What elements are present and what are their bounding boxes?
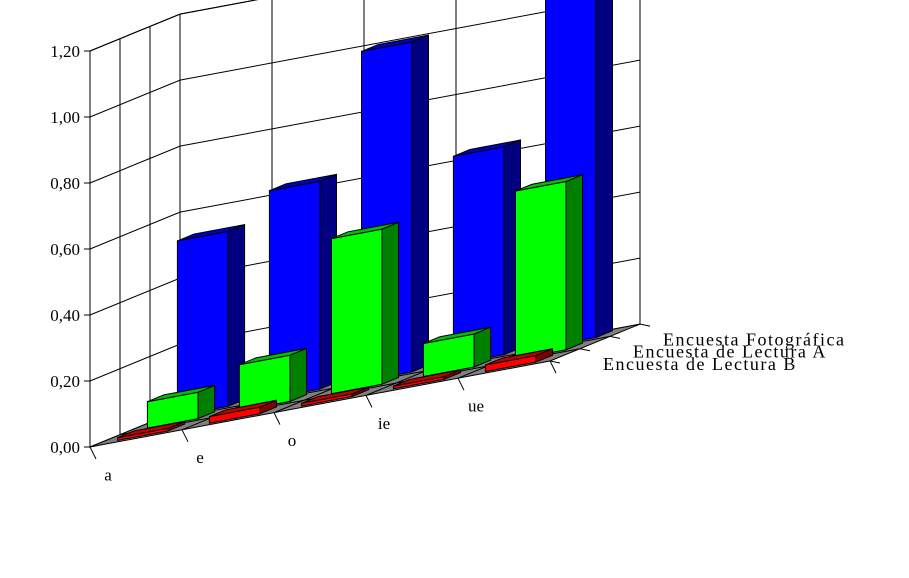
z-tick-mark	[549, 360, 561, 364]
bar	[268, 173, 337, 400]
x-tick-mark	[181, 429, 189, 443]
bar	[146, 384, 216, 429]
bar-top	[361, 34, 429, 52]
bar	[515, 173, 583, 360]
bar-top	[209, 399, 277, 418]
y-tick-label: 0,60	[50, 240, 80, 259]
series-label: Encuesta de Lectura B	[603, 354, 797, 374]
series-label: Encuesta Fotográfica	[663, 329, 845, 349]
bar-top	[117, 421, 185, 439]
z-tick-mark	[579, 348, 591, 352]
y-tick-label: 0,40	[50, 306, 80, 325]
bar	[301, 386, 369, 407]
category-label: ie	[378, 414, 390, 433]
series-label: Encuesta de Lectura A	[633, 342, 827, 362]
z-tick-mark	[609, 335, 621, 339]
category-label: o	[288, 431, 297, 450]
bar	[238, 347, 307, 412]
bar-top	[393, 369, 461, 387]
bar	[176, 223, 246, 417]
bar-top	[239, 347, 307, 366]
bar-top	[269, 173, 337, 192]
z-tick-mark	[639, 323, 651, 327]
bar	[422, 326, 492, 378]
category-label: ue	[468, 397, 484, 416]
y-tick-label: 0,00	[50, 438, 80, 457]
x-tick-mark	[89, 446, 97, 460]
bar-top	[423, 326, 491, 344]
category-axis: a e o ie ue	[89, 360, 557, 484]
bar-side	[595, 0, 613, 339]
y-axis: 0,00 0,20 0,40 0,60 0,80 1,00 1,20	[50, 42, 90, 457]
bar-top	[515, 174, 583, 192]
y-tick-label: 0,20	[50, 372, 80, 391]
bar-top	[301, 386, 369, 404]
bar-side	[289, 347, 307, 403]
x-tick-mark	[273, 412, 281, 425]
bar	[484, 347, 553, 373]
bar-top	[147, 384, 215, 403]
x-tick-mark	[365, 395, 373, 408]
y-tick-label: 1,00	[50, 108, 80, 127]
bar-side	[565, 173, 583, 351]
bar	[331, 221, 399, 395]
bars	[117, 0, 613, 442]
bar	[545, 0, 613, 348]
bar-side	[411, 34, 429, 373]
category-label: a	[104, 465, 112, 484]
bar-top	[331, 221, 399, 240]
x-tick-mark	[549, 360, 557, 374]
x-tick-mark	[457, 377, 465, 391]
bar-top	[177, 224, 245, 242]
bar-front	[331, 228, 383, 395]
category-label: e	[196, 448, 204, 467]
y-tick-label: 0,80	[50, 174, 80, 193]
bar-front	[515, 180, 567, 360]
bar	[392, 369, 462, 390]
bar	[117, 420, 186, 442]
bar	[208, 399, 277, 424]
y-tick-label: 1,20	[50, 42, 80, 61]
bar-top	[453, 139, 521, 157]
bar-top	[485, 348, 553, 366]
bar-side	[381, 221, 399, 385]
